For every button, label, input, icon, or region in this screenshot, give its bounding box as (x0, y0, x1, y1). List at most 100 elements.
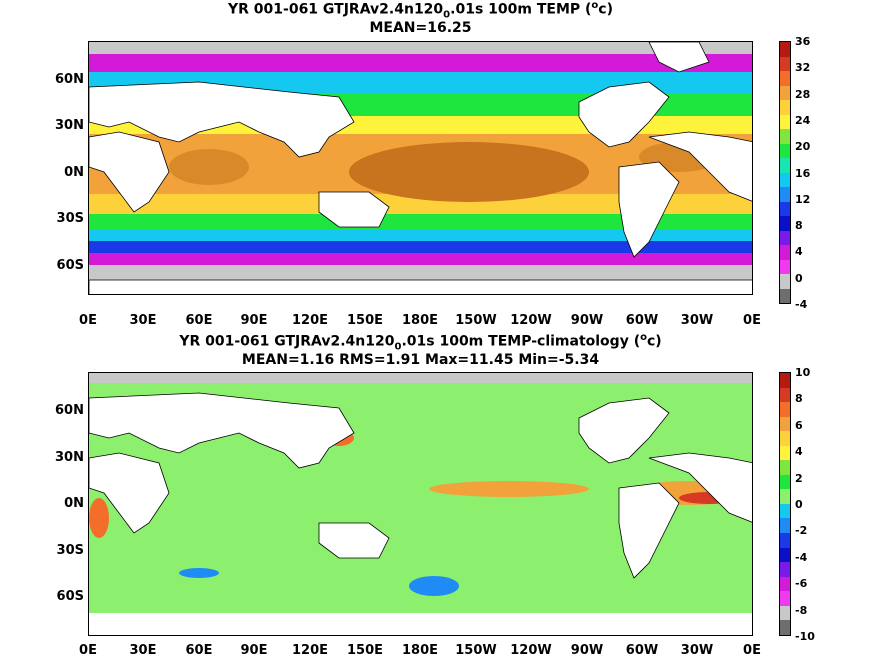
bottom-lon-label: 180E (401, 643, 439, 658)
colorbar-label: 8 (795, 219, 803, 233)
colorbar-swatch (780, 143, 790, 158)
bottom-lon-label: 0E (79, 643, 97, 658)
colorbar-label: 4 (795, 245, 803, 259)
colorbar-label: 4 (795, 445, 803, 459)
colorbar-swatch (780, 605, 790, 621)
top-lat-30s: 30S (56, 211, 84, 226)
bottom-lon-label: 150E (346, 643, 384, 658)
bottom-lon-label: 90W (570, 643, 604, 658)
colorbar-swatch (780, 216, 790, 231)
colorbar-label: 16 (795, 166, 811, 180)
colorbar-label: -8 (795, 603, 808, 617)
bottom-lon-label: 150W (455, 643, 497, 658)
top-stats: MEAN=16.25 (369, 20, 472, 36)
colorbar-label: -6 (795, 577, 808, 591)
colorbar-swatch (780, 42, 790, 57)
colorbar-swatch (780, 503, 790, 519)
colorbar-label: 20 (795, 140, 811, 154)
colorbar-swatch (780, 56, 790, 71)
top-lon-label: 0E (79, 313, 97, 328)
colorbar-swatch (780, 416, 790, 432)
top-lat-60n: 60N (55, 72, 84, 87)
top-lon-label: 60W (625, 313, 659, 328)
colorbar-swatch (780, 100, 790, 115)
top-lon-label: 150W (455, 313, 497, 328)
top-lon-label: 90E (240, 313, 268, 328)
colorbar-swatch (780, 245, 790, 260)
colorbar-label: -4 (795, 550, 808, 564)
top-lon-label: 30E (129, 313, 157, 328)
colorbar-label: -10 (795, 630, 815, 643)
colorbar-label: 10 (795, 366, 811, 379)
bottom-stats: MEAN=1.16 RMS=1.91 Max=11.45 Min=-5.34 (241, 352, 600, 368)
colorbar-swatch (780, 85, 790, 100)
bottom-colorbar (779, 372, 791, 636)
colorbar-swatch (780, 274, 790, 289)
bottom-lon-label: 60E (185, 643, 213, 658)
colorbar-label: 36 (795, 35, 811, 48)
top-lat-60s: 60S (56, 258, 84, 273)
colorbar-swatch (780, 489, 790, 504)
colorbar-label: 12 (795, 192, 811, 206)
bottom-lon-label: 30E (129, 643, 157, 658)
colorbar-swatch (780, 445, 790, 461)
colorbar-swatch (780, 402, 790, 417)
bottom-map-svg (89, 373, 752, 635)
colorbar-swatch (780, 288, 790, 303)
colorbar-label: 24 (795, 113, 811, 127)
top-lon-label: 0E (743, 313, 761, 328)
colorbar-label: 8 (795, 392, 803, 406)
bottom-lat-60n: 60N (55, 403, 84, 418)
colorbar-swatch (780, 201, 790, 216)
colorbar-swatch (780, 518, 790, 534)
colorbar-swatch (780, 71, 790, 86)
bottom-lon-label: 90E (240, 643, 268, 658)
bottom-title: YR 001-061 GTJRAv2.4n1200.01s 100m TEMP-… (179, 332, 662, 353)
colorbar-swatch (780, 230, 790, 245)
colorbar-swatch (780, 172, 790, 187)
top-lon-label: 60E (185, 313, 213, 328)
colorbar-label: 28 (795, 87, 811, 101)
top-lon-label: 120E (291, 313, 329, 328)
bottom-lat-30s: 30S (56, 543, 84, 558)
top-lon-label: 120W (510, 313, 552, 328)
bottom-lat-0n: 0N (64, 496, 84, 511)
colorbar-swatch (780, 576, 790, 592)
colorbar-swatch (780, 460, 790, 475)
colorbar-swatch (780, 533, 790, 548)
colorbar-swatch (780, 373, 790, 388)
bottom-lon-label: 60W (625, 643, 659, 658)
colorbar-label: 2 (795, 471, 803, 485)
top-lon-label: 180E (401, 313, 439, 328)
top-lat-0n: 0N (64, 165, 84, 180)
colorbar-swatch (780, 591, 790, 606)
top-lon-label: 150E (346, 313, 384, 328)
top-lon-label: 90W (570, 313, 604, 328)
bottom-lon-label: 0E (743, 643, 761, 658)
colorbar-label: 0 (795, 498, 803, 511)
colorbar-swatch (780, 431, 790, 446)
colorbar-swatch (780, 259, 790, 274)
colorbar-swatch (780, 620, 790, 635)
bottom-map (88, 372, 753, 636)
colorbar-swatch (780, 387, 790, 403)
bottom-lon-label: 30W (680, 643, 714, 658)
top-title: YR 001-061 GTJRAv2.4n1200.01s 100m TEMP … (228, 0, 613, 21)
colorbar-swatch (780, 474, 790, 490)
bottom-lon-label: 120E (291, 643, 329, 658)
colorbar-swatch (780, 562, 790, 577)
colorbar-label: 32 (795, 61, 811, 75)
colorbar-swatch (780, 187, 790, 202)
top-map-svg (89, 42, 752, 294)
colorbar-swatch (780, 129, 790, 144)
top-colorbar (779, 41, 791, 304)
top-lat-30n: 30N (55, 118, 84, 133)
colorbar-swatch (780, 158, 790, 173)
bottom-lon-label: 120W (510, 643, 552, 658)
colorbar-label: 6 (795, 418, 803, 432)
colorbar-swatch (780, 547, 790, 563)
colorbar-label: -2 (795, 524, 808, 538)
top-lon-label: 30W (680, 313, 714, 328)
colorbar-label: 0 (795, 271, 803, 285)
bottom-lat-30n: 30N (55, 450, 84, 465)
